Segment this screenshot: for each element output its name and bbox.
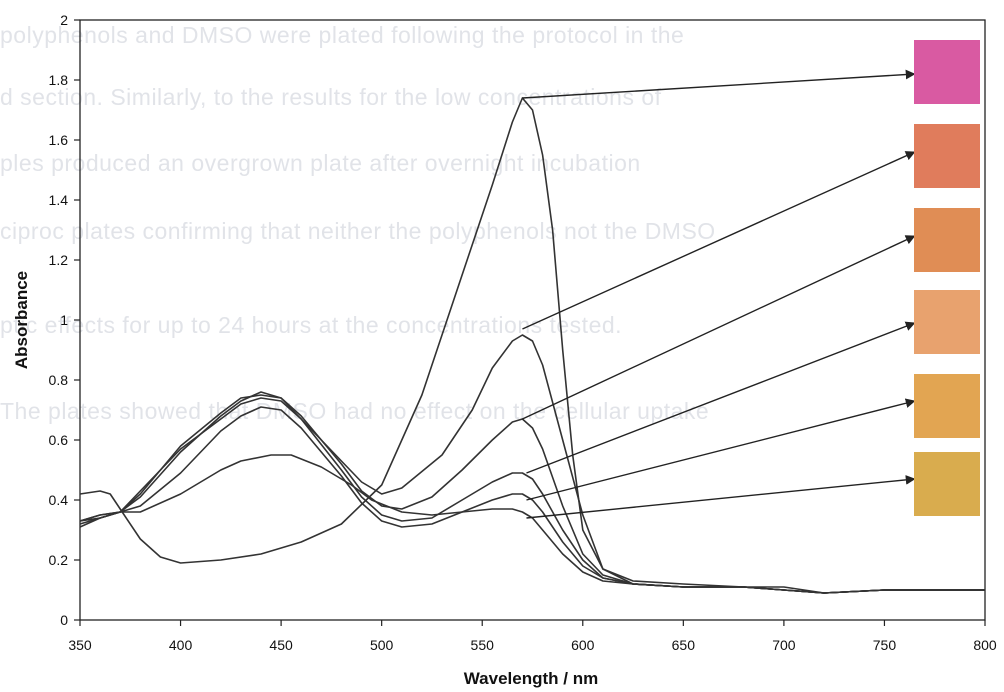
series-line-3: [79, 394, 985, 594]
x-tick-label: 500: [370, 637, 394, 653]
x-tick-label: 750: [873, 637, 897, 653]
x-axis-label: Wavelength / nm: [464, 669, 598, 688]
bleed-through-text-line: d section. Similarly, to the results for…: [0, 84, 662, 110]
series-line-6: [79, 454, 985, 594]
x-tick-label: 550: [471, 637, 495, 653]
bleed-through-text-line: ples produced an overgrown plate after o…: [0, 150, 641, 176]
bleed-through-text-line: ptic effects for up to 24 hours at the c…: [0, 312, 623, 338]
x-tick-label: 400: [169, 637, 193, 653]
pointer-arrow-4: [526, 321, 916, 474]
x-tick-label: 600: [571, 637, 595, 653]
bleed-through-text-line: polyphenols and DMSO were plated followi…: [0, 22, 685, 48]
y-axis-label: Absorbance: [12, 271, 31, 369]
pointer-arrow-3: [522, 235, 916, 420]
y-tick-label: 1.6: [49, 132, 69, 148]
color-swatch-4: [914, 290, 980, 354]
x-tick-label: 650: [672, 637, 696, 653]
y-tick-label: 0.6: [49, 432, 69, 448]
y-tick-label: 0.8: [49, 372, 69, 388]
series-line-5: [79, 406, 985, 594]
color-swatch-5: [914, 374, 980, 438]
bleed-through-text-line: The plates showed that DMSO had no effec…: [0, 398, 710, 424]
x-tick-label: 350: [68, 637, 92, 653]
x-tick-label: 450: [269, 637, 293, 653]
y-tick-label: 0.4: [49, 492, 69, 508]
color-swatch-3: [914, 208, 980, 272]
pointer-arrow-1: [522, 69, 916, 99]
y-tick-label: 2: [60, 12, 68, 28]
y-tick-label: 1.2: [49, 252, 69, 268]
pointer-arrow-5: [526, 398, 916, 501]
color-swatch-1: [914, 40, 980, 104]
color-swatch-2: [914, 124, 980, 188]
y-tick-label: 0.2: [49, 552, 69, 568]
y-tick-label: 0: [60, 612, 68, 628]
x-tick-label: 700: [772, 637, 796, 653]
x-tick-label: 800: [973, 637, 997, 653]
bleed-through-text-line: ciproc plates confirming that neither th…: [0, 218, 716, 244]
y-tick-label: 1.8: [49, 72, 69, 88]
color-swatch-6: [914, 452, 980, 516]
pointer-arrow-2: [522, 151, 916, 330]
y-tick-label: 1.4: [49, 192, 69, 208]
pointer-arrow-6: [526, 475, 916, 519]
y-tick-label: 1: [60, 312, 68, 328]
series-line-2: [79, 334, 985, 594]
